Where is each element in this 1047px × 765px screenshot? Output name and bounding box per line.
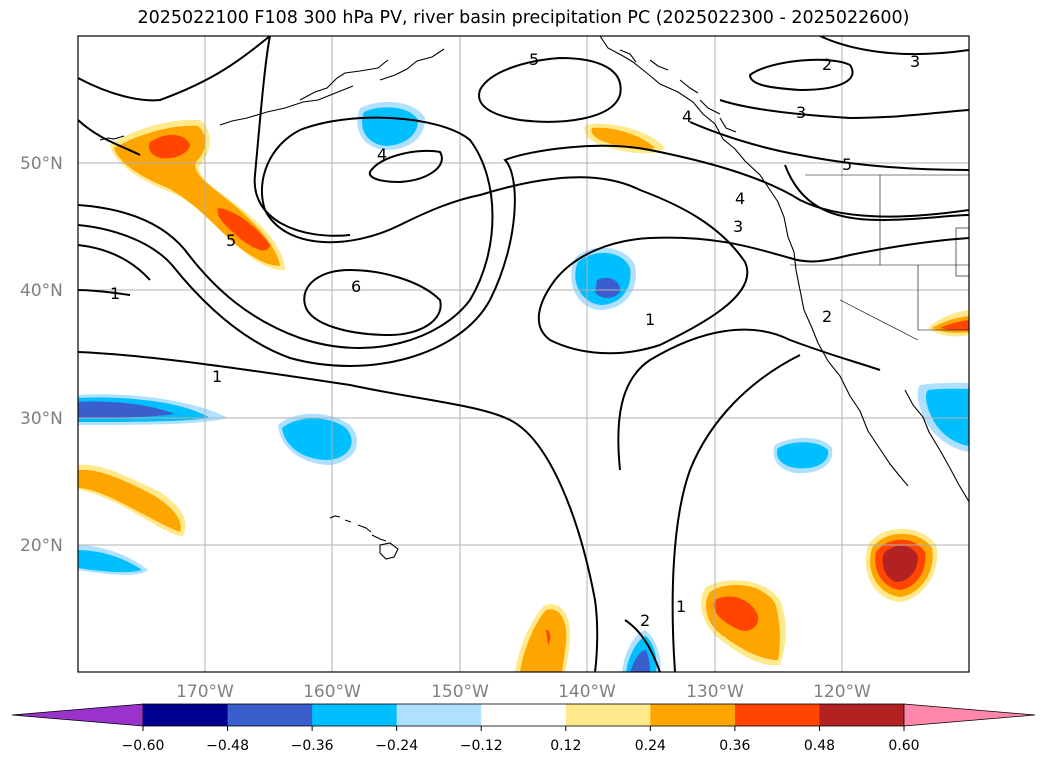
lon-tick-label: 120°W: [813, 682, 871, 702]
map-background: [78, 36, 969, 672]
colorbar-tick-label: −0.48: [206, 738, 249, 754]
map-frame: [77, 35, 970, 673]
contour-label: 3: [910, 52, 920, 71]
colorbar-tick-label: −0.12: [460, 738, 503, 754]
colorbar-under-arrow: [12, 704, 143, 726]
pv-contour-labels: 5 2 3 3 4 5 4 3 5 4 6 1 1 1 2 2 1: [110, 50, 920, 630]
political-borders: [790, 174, 969, 341]
contour-label: 5: [226, 231, 236, 250]
colorbar-bin: [819, 704, 905, 726]
lat-tick-label: 50°N: [20, 154, 63, 174]
colorbar-tick-label: −0.24: [375, 738, 418, 754]
colorbar-over-arrow: [904, 704, 1035, 726]
colorbar-bin: [396, 704, 482, 726]
contour-label: 1: [676, 597, 686, 616]
colorbar-bin: [734, 704, 820, 726]
lon-tick-label: 160°W: [303, 682, 361, 702]
contour-label: 5: [529, 50, 539, 69]
lon-tick-label: 170°W: [176, 682, 234, 702]
colorbar-bin: [143, 704, 229, 726]
contour-label: 2: [822, 55, 832, 74]
colorbar-tick-label: 0.36: [719, 738, 750, 754]
coastlines: [99, 36, 969, 560]
contour-label: 3: [796, 103, 806, 122]
contour-label: 1: [212, 367, 222, 386]
contour-label: 2: [822, 307, 832, 326]
colorbar-bin: [481, 704, 567, 726]
graticule: [78, 36, 969, 672]
colorbar-tick-label: 0.12: [550, 738, 581, 754]
lat-tick-label: 20°N: [20, 536, 63, 556]
contour-label: 5: [842, 155, 852, 174]
lat-tick-label: 30°N: [20, 409, 63, 429]
colorbar-tick-label: −0.60: [122, 738, 165, 754]
lon-tick-label: 150°W: [431, 682, 489, 702]
colorbar: −0.60 −0.48 −0.36 −0.24 −0.12 0.12 0.24 0.36 0.4…: [11, 703, 1036, 754]
colorbar-bin: [227, 704, 313, 726]
lon-tick-label: 130°W: [686, 682, 744, 702]
colorbar-bin: [565, 704, 651, 726]
pv-contours: [78, 36, 969, 672]
map-title: 2025022100 F108 300 hPa PV, river basin …: [137, 8, 910, 28]
contour-label: 4: [682, 107, 692, 126]
lat-tick-label: 40°N: [20, 281, 63, 301]
colorbar-bin: [312, 704, 398, 726]
colorbar-bin: [650, 704, 736, 726]
longitude-labels: 170°W 160°W 150°W 140°W 130°W 120°W: [176, 682, 871, 702]
latitude-labels: 50°N 40°N 30°N 20°N: [20, 154, 63, 556]
contour-label: 1: [110, 284, 120, 303]
colorbar-tick-label: 0.60: [888, 738, 919, 754]
contour-label: 3: [733, 217, 743, 236]
colorbar-outline: [142, 703, 905, 727]
contour-label: 4: [735, 189, 745, 208]
contour-label: 1: [645, 310, 655, 329]
colorbar-tick-label: −0.36: [291, 738, 334, 754]
contour-label: 2: [640, 611, 650, 630]
colorbar-tick-label: 0.48: [804, 738, 835, 754]
contour-label: 6: [351, 277, 361, 296]
map-content: 5 2 3 3 4 5 4 3 5 4 6 1 1 1 2 2 1: [78, 36, 969, 672]
contour-label: 4: [377, 145, 387, 164]
colorbar-tick-label: 0.24: [635, 738, 666, 754]
lon-tick-label: 140°W: [558, 682, 616, 702]
